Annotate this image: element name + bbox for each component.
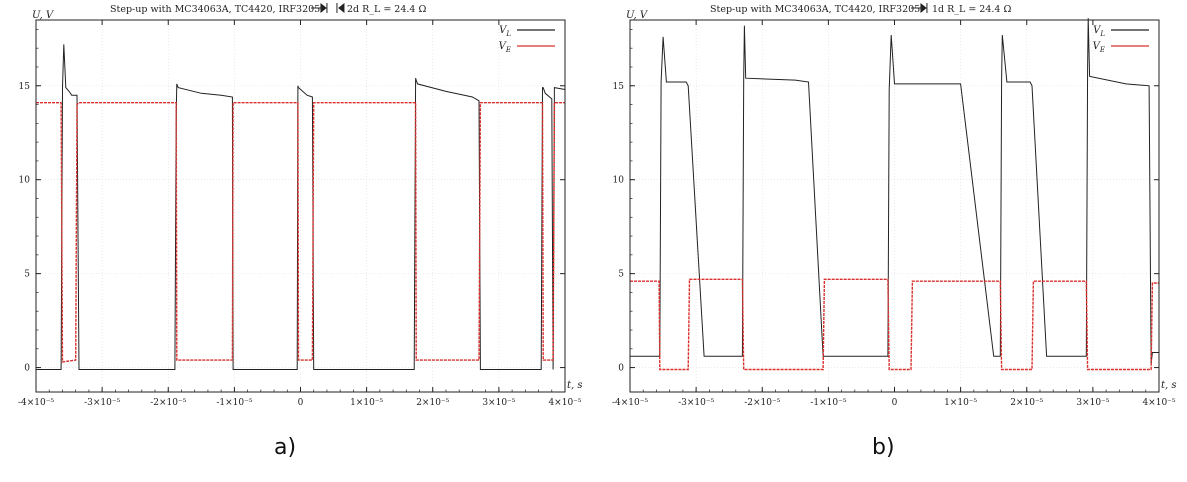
caption-b: b) xyxy=(872,435,895,460)
caption-a: a) xyxy=(274,435,297,460)
legend-label-ve: VE xyxy=(499,41,511,54)
arrow-head xyxy=(320,2,327,14)
x-tick-label: -1×10⁻⁵ xyxy=(216,398,253,408)
y-axis-label: U, V xyxy=(626,10,649,21)
title-arrow-marks xyxy=(910,2,928,14)
x-tick-label: 3×10⁻⁵ xyxy=(482,398,515,408)
y-tick-label: 10 xyxy=(19,176,31,186)
y-tick-label: 5 xyxy=(24,270,30,280)
x-tick-label: -4×10⁻⁵ xyxy=(18,398,55,408)
y-tick-label: 15 xyxy=(613,82,625,92)
y-tick-label: 0 xyxy=(618,364,624,374)
x-tick-label: 1×10⁻⁵ xyxy=(944,398,977,408)
grid-lines xyxy=(36,20,565,392)
title-arrow-marks xyxy=(310,2,345,14)
x-axis-label: t, s xyxy=(567,380,583,391)
chart-panel-a: -4×10⁻⁵ -3×10⁻⁵ -2×10⁻⁵ -1×10⁻⁵ 0 1×10⁻⁵ 2×10⁻… xyxy=(18,2,583,408)
x-tick-label: 2×10⁻⁵ xyxy=(1010,398,1043,408)
series-line-ve xyxy=(36,101,565,363)
x-tick-label: -3×10⁻⁵ xyxy=(678,398,715,408)
y-tick-label: 15 xyxy=(19,82,31,92)
y-tick-label: 0 xyxy=(24,364,30,374)
x-tick-label: -1×10⁻⁵ xyxy=(810,398,847,408)
x-tick-label: -2×10⁻⁵ xyxy=(150,398,187,408)
legend-label-ve: VE xyxy=(1093,41,1105,54)
legend-label-vl: VL xyxy=(1093,25,1105,38)
x-tick-label: 4×10⁻⁵ xyxy=(548,398,581,408)
x-axis-label: t, s xyxy=(1161,380,1177,391)
arrow-head xyxy=(920,2,927,14)
x-tick-label: 0 xyxy=(892,398,898,408)
series-line-vl xyxy=(36,44,566,370)
chart-title: Step-up with MC34063A, TC4420, IRF3205. xyxy=(110,4,323,15)
chart-panel-b: -4×10⁻⁵ -3×10⁻⁵ -2×10⁻⁵ -1×10⁻⁵ 0 1×10⁻⁵ 2×10⁻… xyxy=(594,0,1187,482)
x-tick-label: 0 xyxy=(298,398,304,408)
series-line-ve xyxy=(630,278,1159,371)
x-tick-label: 3×10⁻⁵ xyxy=(1076,398,1109,408)
x-tick-label: 4×10⁻⁵ xyxy=(1142,398,1175,408)
x-tick-label: 2×10⁻⁵ xyxy=(416,398,449,408)
chart-annotation: 2d R_L = 24.4 Ω xyxy=(347,4,427,15)
grid-lines xyxy=(630,20,1159,392)
x-tick-label: 1×10⁻⁵ xyxy=(350,398,383,408)
y-tick-label: 5 xyxy=(618,270,624,280)
x-tick-label: -3×10⁻⁵ xyxy=(84,398,121,408)
y-tick-label: 10 xyxy=(613,176,625,186)
legend-label-vl: VL xyxy=(499,25,511,38)
chart-annotation: 1d R_L = 24.4 Ω xyxy=(932,4,1012,15)
x-tick-label: -4×10⁻⁵ xyxy=(612,398,649,408)
chart-title: Step-up with MC34063A, TC4420, IRF3205. xyxy=(710,4,923,15)
x-tick-label: -2×10⁻⁵ xyxy=(744,398,781,408)
series-line-vl xyxy=(630,18,1159,364)
chart-a-svg: -4×10⁻⁵ -3×10⁻⁵ -2×10⁻⁵ -1×10⁻⁵ 0 1×10⁻⁵ 2×10⁻… xyxy=(18,2,583,408)
y-axis-label: U, V xyxy=(32,10,55,21)
chart-b-svg: -4×10⁻⁵ -3×10⁻⁵ -2×10⁻⁵ -1×10⁻⁵ 0 1×10⁻⁵ 2×10⁻… xyxy=(612,2,1177,408)
arrow-head xyxy=(338,2,345,14)
